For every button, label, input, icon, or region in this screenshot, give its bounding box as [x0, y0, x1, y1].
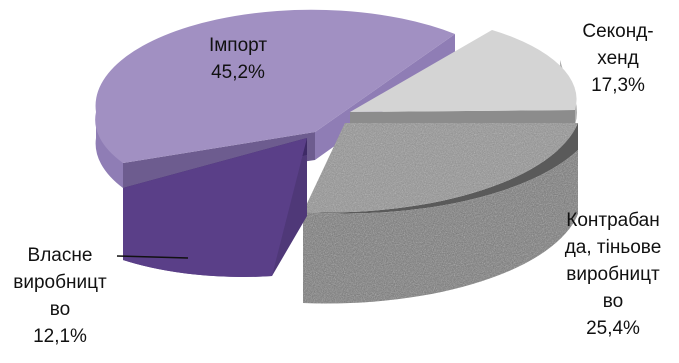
label-contraband-line2: да, тіньове [564, 237, 662, 258]
label-own-production-line2: виробницт [13, 272, 107, 293]
label-second-hand-value: 17,3% [591, 75, 645, 96]
label-second-hand-line1: Секонд- [582, 21, 654, 42]
leader-line-own-production [116, 255, 189, 259]
label-contraband-line1: Контрабан [566, 210, 660, 231]
label-import: Імпорт 45,2% [178, 32, 298, 86]
label-import-value: 45,2% [211, 62, 265, 83]
label-own-production-line1: Власне [27, 245, 93, 266]
label-second-hand: Секонд- хенд 17,3% [563, 18, 673, 99]
label-contraband-line3: виробницт [566, 264, 660, 285]
label-own-production-line3: во [49, 299, 71, 320]
label-import-name: Імпорт [208, 35, 268, 56]
slice-contraband [303, 123, 578, 304]
label-contraband-value: 25,4% [586, 318, 640, 339]
label-own-production-value: 12,1% [33, 326, 87, 347]
label-contraband: Контрабан да, тіньове виробницт во 25,4% [548, 207, 678, 342]
slice-own-production [123, 138, 307, 277]
label-second-hand-line2: хенд [597, 48, 639, 69]
label-contraband-line4: во [602, 291, 624, 312]
label-own-production: Власне виробницт во 12,1% [0, 242, 120, 350]
